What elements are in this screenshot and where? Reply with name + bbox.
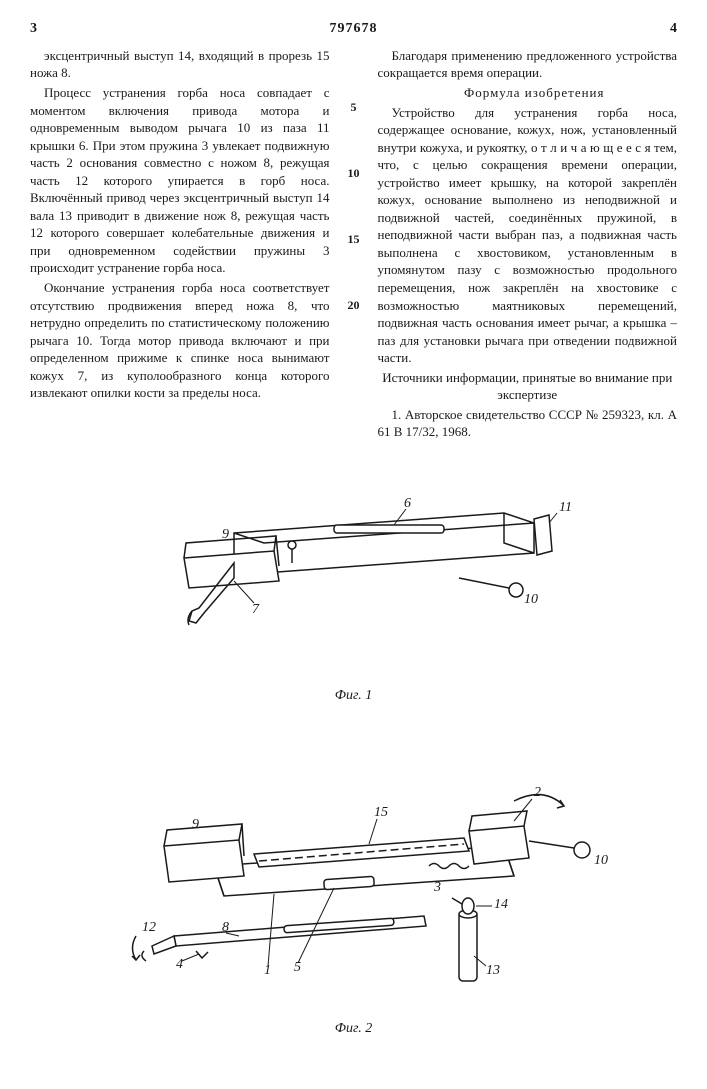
- line-20: 20: [346, 297, 362, 313]
- line-15: 15: [346, 231, 362, 247]
- formula-title: Формула изобретения: [378, 84, 678, 102]
- svg-text:12: 12: [142, 920, 156, 935]
- svg-text:3: 3: [433, 880, 441, 895]
- text-columns: эксцентричный выступ 14, входящий в прор…: [30, 47, 677, 443]
- figures-section: 6 11 9 7 10 Фиг. 1: [30, 463, 677, 1039]
- fig1-caption: Фиг. 1: [30, 687, 677, 706]
- right-p1: Благодаря применению предложенного устро…: [378, 47, 678, 82]
- svg-text:14: 14: [494, 897, 508, 912]
- svg-text:13: 13: [486, 963, 500, 978]
- svg-text:9: 9: [222, 527, 229, 542]
- svg-text:1: 1: [264, 963, 271, 978]
- svg-text:8: 8: [222, 920, 229, 935]
- left-p2: Процесс устранения горба носа совпадает …: [30, 84, 330, 277]
- left-column: эксцентричный выступ 14, входящий в прор…: [30, 47, 330, 443]
- line-number-gutter: 5 10 15 20: [346, 47, 362, 443]
- figure-2-svg: 15 2 10 9 3 12 4 8 5 1 13 14: [74, 736, 634, 1016]
- right-page-number: 4: [670, 20, 677, 39]
- svg-text:6: 6: [404, 496, 411, 511]
- svg-text:4: 4: [176, 957, 183, 972]
- figure-1: 6 11 9 7 10 Фиг. 1: [30, 463, 677, 706]
- sources-title: Источники информации, принятые во вниман…: [378, 369, 678, 404]
- svg-text:10: 10: [594, 853, 608, 868]
- left-page-number: 3: [30, 20, 37, 39]
- svg-text:10: 10: [524, 592, 538, 607]
- svg-text:15: 15: [374, 805, 388, 820]
- svg-text:9: 9: [192, 817, 199, 832]
- figure-2: 15 2 10 9 3 12 4 8 5 1 13 14: [30, 736, 677, 1039]
- line-5: 5: [346, 99, 362, 115]
- doc-number: 797678: [330, 20, 378, 39]
- fig2-caption: Фиг. 2: [30, 1020, 677, 1039]
- left-p3: Окончание устранения горба носа соответс…: [30, 279, 330, 402]
- page-header: 3 797678 4: [30, 20, 677, 39]
- svg-text:7: 7: [252, 602, 260, 617]
- left-p1: эксцентричный выступ 14, входящий в прор…: [30, 47, 330, 82]
- svg-text:11: 11: [559, 500, 572, 515]
- line-10: 10: [346, 165, 362, 181]
- svg-text:5: 5: [294, 960, 301, 975]
- svg-text:2: 2: [534, 785, 541, 800]
- source-1: 1. Авторское свидетельство СССР № 259323…: [378, 406, 678, 441]
- figure-1-svg: 6 11 9 7 10: [104, 463, 604, 683]
- right-column: Благодаря применению предложенного устро…: [378, 47, 678, 443]
- right-p2: Устройство для устранения горба носа, со…: [378, 104, 678, 367]
